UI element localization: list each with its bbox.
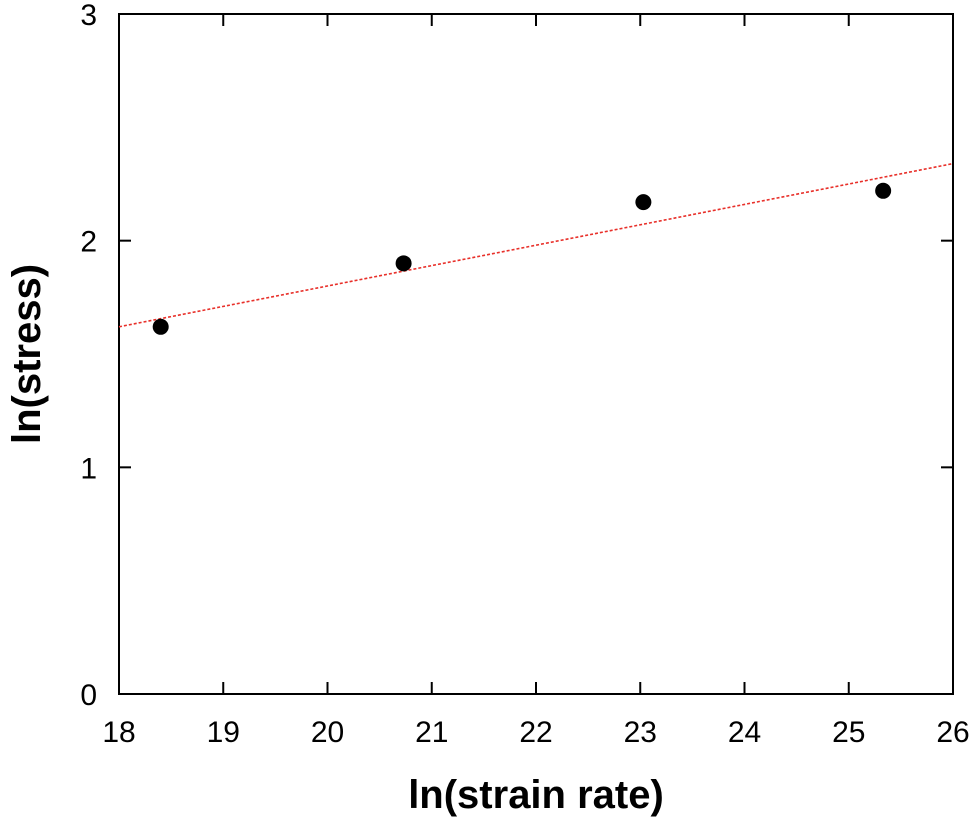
x-tick-label: 20 <box>311 716 344 749</box>
y-tick-label: 1 <box>80 452 97 485</box>
plot-area-frame <box>118 13 954 695</box>
fit-line-layer <box>118 162 954 328</box>
x-tick-label: 25 <box>832 716 865 749</box>
data-point <box>395 255 412 272</box>
x-axis-title: ln(strain rate) <box>408 773 664 817</box>
data-point <box>875 182 892 199</box>
data-point <box>635 194 652 211</box>
x-tick-label: 23 <box>624 716 657 749</box>
x-tick-label: 18 <box>102 716 135 749</box>
x-tick-label: 24 <box>728 716 761 749</box>
y-tick-label: 0 <box>80 679 97 712</box>
fit-line <box>118 162 954 328</box>
y-tick-label: 3 <box>80 0 97 32</box>
y-tick-label: 2 <box>80 226 97 259</box>
x-axis: 18 19 20 21 22 23 24 25 26 <box>102 14 970 749</box>
x-tick-label: 21 <box>415 716 448 749</box>
x-tick-label: 19 <box>207 716 240 749</box>
x-tick-label: 22 <box>519 716 552 749</box>
y-axis: 0 1 2 3 <box>80 0 953 712</box>
x-tick-label: 26 <box>936 716 969 749</box>
y-axis-title: ln(stress) <box>5 264 49 444</box>
data-points <box>152 182 892 335</box>
data-point <box>152 318 169 335</box>
